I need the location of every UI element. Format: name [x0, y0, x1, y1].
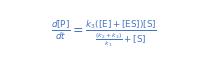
- Text: $\frac{d[\mathrm{P}]}{dt} = \frac{k_3([\mathrm{E}]+[\mathrm{ES}])[\mathrm{S}]}{\: $\frac{d[\mathrm{P}]}{dt} = \frac{k_3([\…: [50, 18, 156, 50]
